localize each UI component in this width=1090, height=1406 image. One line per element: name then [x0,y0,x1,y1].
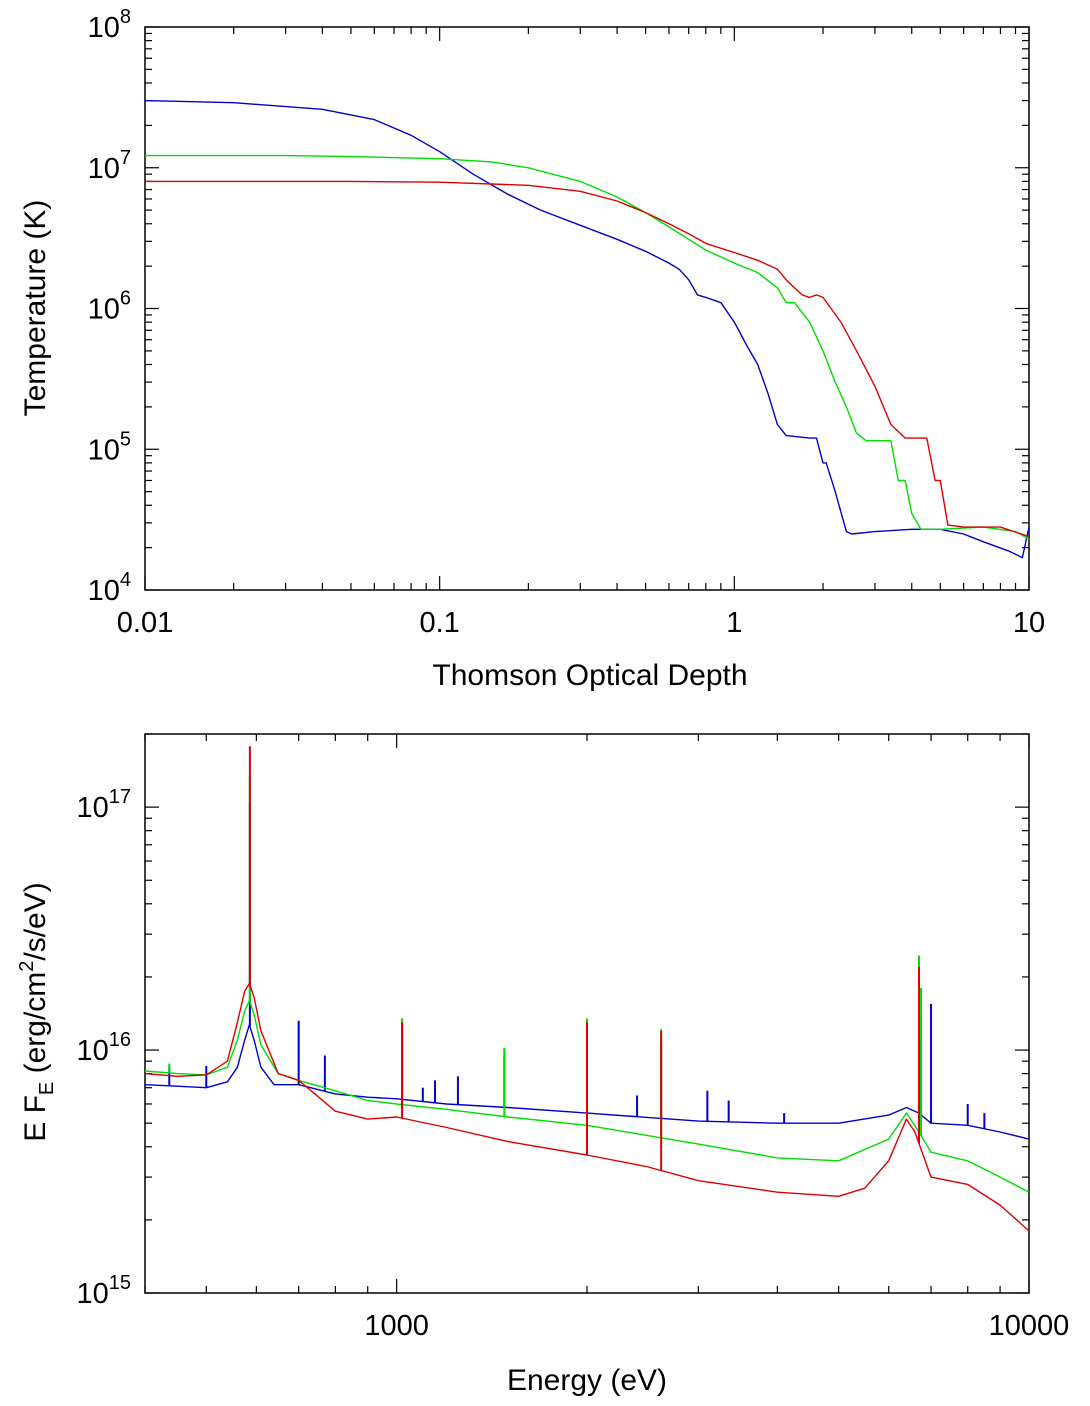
y-tick-label: 105 [88,428,131,466]
y-tick-label: 1015 [76,1272,131,1310]
x-tick-label: 10000 [989,1310,1070,1342]
series-line [145,154,1030,540]
series-line [144,999,1030,1193]
x-tick-label: 0.1 [420,607,460,639]
y-tick-label: 1016 [76,1029,131,1067]
series-line [144,99,1030,559]
y-tick-label: 1017 [76,786,131,824]
series-layer [144,99,1030,559]
y-tick-label: 107 [88,147,131,185]
series-line [144,982,1030,1232]
x-tick-label: 0.01 [117,607,173,639]
temperature-chart: 0.01 0.1 1 10 104 105 106 107 108 Thomson Optic… [19,6,1045,692]
series-line [144,1024,1030,1140]
x-tick-label: 1 [726,607,742,639]
plot-frame [144,26,1030,591]
x-axis-title: Energy (eV) [507,1364,667,1397]
x-ticks: 0.01 0.1 1 10 [117,27,1045,639]
x-tick-label: 1000 [364,1310,429,1342]
y-ticks: 104 105 106 107 108 [88,6,1029,607]
series-line [145,180,1030,538]
plot-frame [144,733,1030,1294]
y-ticks: 1015 1016 1017 [76,733,1029,1310]
y-axis-title: Temperature (K) [19,200,52,417]
y-tick-label: 108 [88,6,131,44]
y-axis-title: E FE (erg/cm2/s/eV) [16,882,58,1142]
x-axis-title: Thomson Optical Depth [432,659,747,692]
y-tick-label: 104 [88,569,131,607]
spectrum-chart: 1000 10000 1015 1016 1017 Energy (eV) E FE … [16,733,1070,1397]
x-tick-label: 10 [1013,607,1045,639]
x-ticks: 1000 10000 [144,734,1070,1342]
series-layer [144,746,1030,1232]
y-tick-label: 106 [88,288,131,326]
